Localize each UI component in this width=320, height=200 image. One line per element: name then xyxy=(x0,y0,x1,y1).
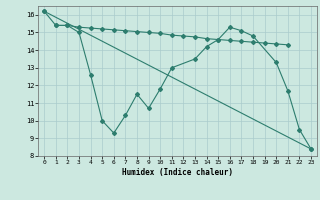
X-axis label: Humidex (Indice chaleur): Humidex (Indice chaleur) xyxy=(122,168,233,177)
